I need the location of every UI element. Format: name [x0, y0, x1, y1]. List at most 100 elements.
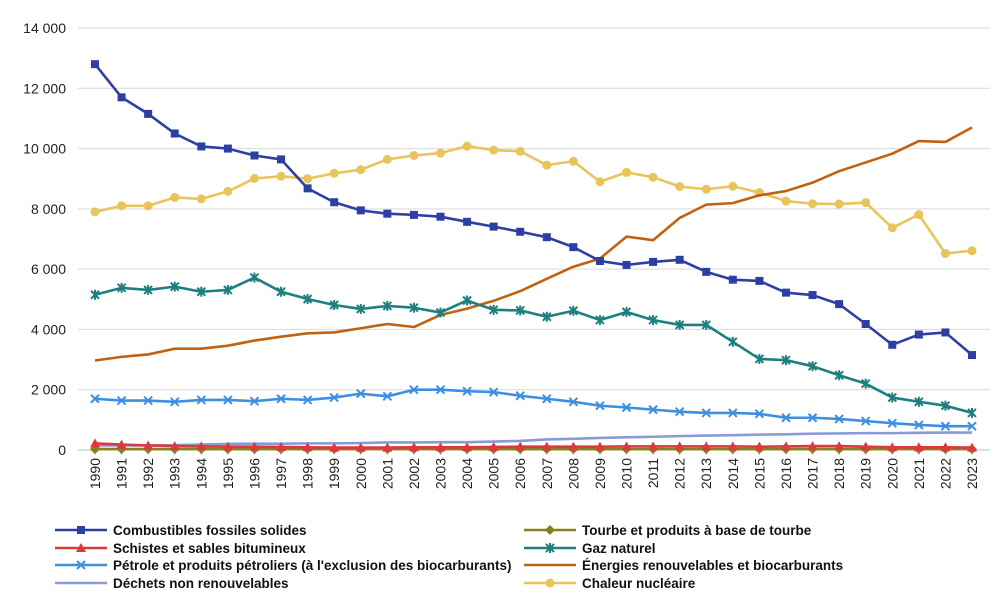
- data-point: [382, 442, 393, 452]
- data-point: [435, 442, 446, 452]
- data-point: [674, 407, 685, 417]
- series-4: [90, 385, 977, 431]
- data-point: [356, 206, 365, 215]
- data-point: [621, 441, 632, 451]
- data-point: [701, 184, 711, 194]
- data-point: [488, 441, 499, 451]
- data-point: [568, 156, 578, 166]
- data-point: [303, 184, 312, 193]
- data-point: [435, 307, 446, 318]
- data-point: [303, 174, 313, 184]
- data-point: [223, 395, 233, 405]
- x-tick-label: 2020: [884, 458, 900, 489]
- x-tick-label: 2015: [751, 458, 767, 489]
- x-tick-label: 2006: [512, 458, 528, 489]
- data-point: [302, 293, 313, 304]
- data-point: [223, 144, 232, 153]
- x-tick-label: 2003: [432, 458, 448, 489]
- x-tick-label: 2004: [459, 458, 475, 489]
- data-point: [914, 396, 924, 407]
- series-line: [94, 276, 973, 415]
- data-point: [594, 441, 605, 451]
- data-point: [568, 397, 579, 407]
- x-tick-label: 2000: [353, 458, 369, 489]
- data-point: [276, 394, 286, 404]
- x-tick-label: 1999: [326, 458, 342, 489]
- series-line: [94, 126, 973, 362]
- data-point: [887, 223, 897, 233]
- data-point: [887, 418, 897, 428]
- data-point: [913, 442, 924, 452]
- data-point: [250, 151, 259, 160]
- data-point: [277, 155, 286, 164]
- x-axis-tick-labels: 1990 1991 1992 1993 1994 1995 1996 1997 1998 1999…: [87, 450, 980, 489]
- data-point: [595, 315, 605, 326]
- data-point: [940, 400, 951, 411]
- data-point: [116, 395, 127, 406]
- data-point: [754, 409, 765, 419]
- data-point: [914, 420, 924, 430]
- data-point: [143, 201, 153, 211]
- data-point: [435, 148, 445, 158]
- x-tick-label: 1995: [220, 458, 236, 489]
- x-tick-label: 2012: [672, 458, 688, 489]
- data-point: [143, 440, 154, 450]
- data-point: [409, 385, 419, 395]
- data-point: [249, 272, 260, 283]
- x-tick-label: 2009: [592, 458, 608, 489]
- data-point: [196, 441, 207, 451]
- data-point: [781, 196, 791, 206]
- data-point: [675, 255, 684, 264]
- data-point: [860, 441, 871, 451]
- series-line: [94, 388, 972, 428]
- y-tick-label: 4 000: [31, 321, 66, 337]
- data-point: [515, 391, 525, 401]
- data-point: [489, 222, 498, 231]
- data-point: [90, 289, 100, 300]
- data-point: [170, 129, 179, 138]
- data-point: [834, 199, 844, 209]
- data-point: [276, 441, 287, 451]
- data-point: [356, 165, 366, 175]
- data-point: [834, 370, 844, 381]
- gridlines: [78, 27, 990, 451]
- data-point: [170, 281, 180, 292]
- x-tick-label: 1991: [114, 458, 130, 489]
- x-tick-label: 2019: [858, 458, 874, 489]
- y-tick-label: 10 000: [23, 141, 66, 157]
- data-point: [595, 400, 605, 411]
- data-point: [382, 154, 392, 164]
- series-0: [91, 60, 976, 360]
- data-point: [409, 302, 419, 313]
- data-point: [463, 217, 472, 226]
- data-point: [116, 439, 127, 449]
- x-tick-label: 2014: [725, 458, 741, 489]
- data-point: [834, 441, 845, 451]
- data-point: [780, 441, 791, 451]
- data-point: [648, 172, 658, 182]
- y-tick-label: 0: [58, 442, 66, 458]
- x-tick-label: 2002: [406, 458, 422, 489]
- y-tick-label: 14 000: [23, 20, 66, 36]
- x-tick-label: 1996: [246, 458, 262, 489]
- data-point: [542, 394, 552, 404]
- data-point: [144, 109, 153, 118]
- x-tick-label: 2011: [645, 458, 661, 488]
- data-point: [515, 305, 525, 316]
- x-tick-label: 2008: [565, 458, 581, 489]
- series-6: [95, 431, 972, 447]
- data-point: [940, 248, 950, 258]
- data-point: [967, 407, 977, 418]
- data-point: [329, 392, 339, 403]
- x-tick-label: 1993: [167, 458, 183, 489]
- data-point: [568, 441, 579, 451]
- x-tick-label: 1998: [300, 458, 316, 489]
- data-point: [648, 315, 658, 326]
- data-point: [569, 243, 578, 252]
- data-point: [249, 173, 259, 183]
- data-point: [940, 442, 951, 452]
- data-point: [408, 442, 419, 452]
- data-point: [968, 351, 976, 360]
- data-point: [329, 300, 339, 311]
- data-point: [648, 404, 658, 415]
